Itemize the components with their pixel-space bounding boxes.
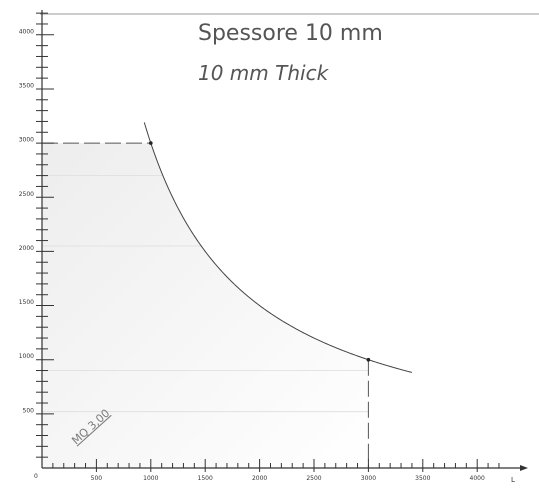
x-tick-label: 1500 bbox=[198, 475, 213, 482]
y-tick-label: 2000 bbox=[19, 245, 34, 252]
chart-title: Spessore 10 mm bbox=[198, 21, 383, 46]
chart-subtitle: 10 mm Thick bbox=[198, 61, 330, 85]
x-tick-label: 500 bbox=[91, 475, 103, 482]
x-tick-label: 2500 bbox=[306, 475, 321, 482]
x-axis-arrow-icon bbox=[520, 465, 528, 471]
x-tick-label: 1000 bbox=[143, 475, 158, 482]
x-tick-label: 4000 bbox=[470, 475, 485, 482]
data-point bbox=[149, 141, 153, 145]
origin-label: 0 bbox=[34, 473, 38, 480]
x-tick-label: 3500 bbox=[415, 475, 430, 482]
y-tick-label: 4000 bbox=[19, 28, 34, 35]
x-tick-label: 3000 bbox=[361, 475, 376, 482]
y-tick-label: 3500 bbox=[19, 82, 34, 89]
data-point bbox=[366, 357, 371, 362]
y-tick-label: 2500 bbox=[19, 191, 34, 198]
shaded-area bbox=[42, 143, 369, 468]
y-tick-label: 1500 bbox=[19, 299, 34, 306]
x-tick-label: 2000 bbox=[252, 475, 267, 482]
y-tick-label: 1000 bbox=[19, 353, 34, 360]
x-axis-label: L bbox=[511, 476, 515, 484]
y-tick-label: 3000 bbox=[19, 137, 34, 144]
y-tick-label: 500 bbox=[23, 407, 35, 414]
